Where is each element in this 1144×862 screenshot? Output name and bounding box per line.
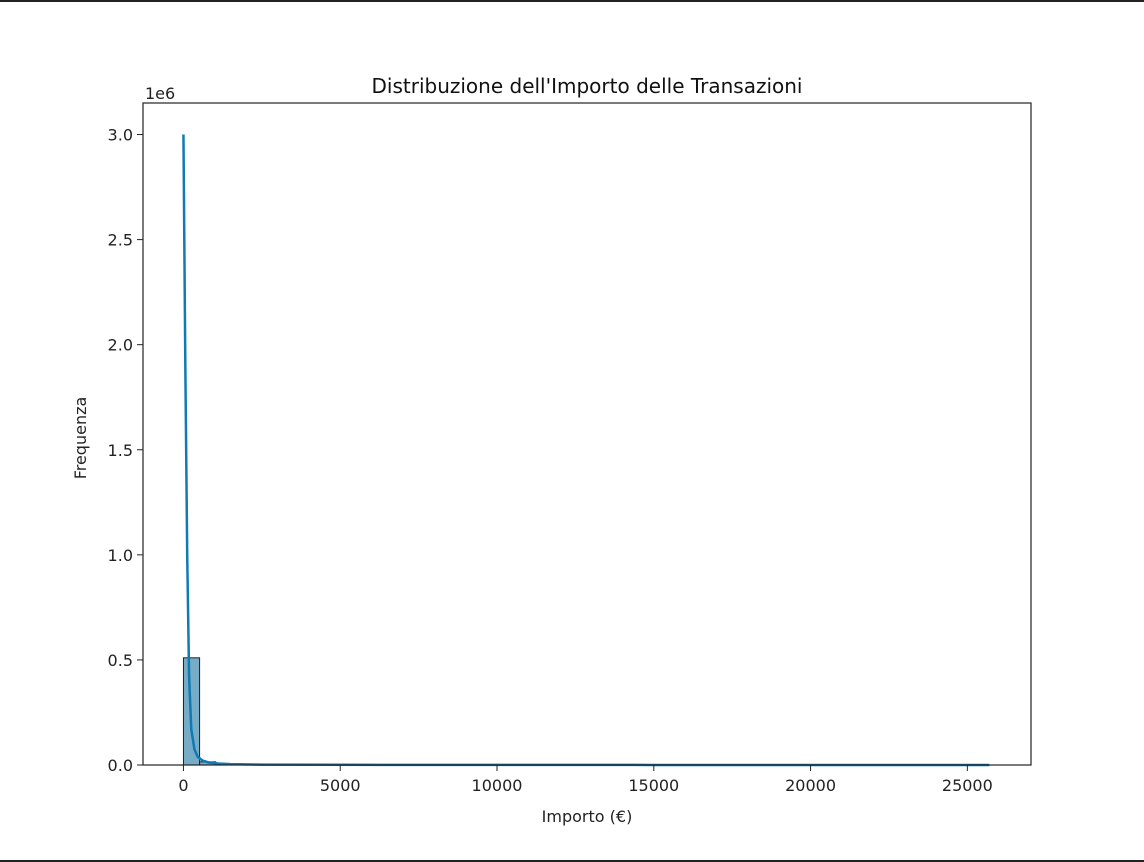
y-tick-label: 0.0 xyxy=(108,756,133,775)
plot-area-frame xyxy=(142,102,1032,766)
kde-line xyxy=(182,134,990,767)
y-offset-label: 1e6 xyxy=(145,84,175,103)
x-tick-label: 5000 xyxy=(320,776,361,795)
x-tick-label: 0 xyxy=(178,776,188,795)
x-axis-ticks: 0 5000 10000 15000 20000 25000 xyxy=(178,765,993,795)
chart-title: Distribuzione dell'Importo delle Transaz… xyxy=(372,74,803,98)
y-tick-label: 2.5 xyxy=(108,231,133,250)
y-tick-label: 1.5 xyxy=(108,441,133,460)
x-axis-label: Importo (€) xyxy=(542,807,633,826)
y-tick-label: 1.0 xyxy=(108,546,133,565)
y-tick-label: 0.5 xyxy=(108,651,133,670)
x-tick-label: 15000 xyxy=(628,776,679,795)
x-tick-label: 25000 xyxy=(942,776,993,795)
x-tick-label: 10000 xyxy=(472,776,523,795)
y-tick-label: 3.0 xyxy=(108,126,133,145)
x-tick-label: 20000 xyxy=(785,776,836,795)
y-tick-label: 2.0 xyxy=(108,336,133,355)
y-axis-ticks: 0.0 0.5 1.0 1.5 2.0 2.5 3.0 xyxy=(108,126,143,775)
y-axis-label: Frequenza xyxy=(71,397,90,480)
